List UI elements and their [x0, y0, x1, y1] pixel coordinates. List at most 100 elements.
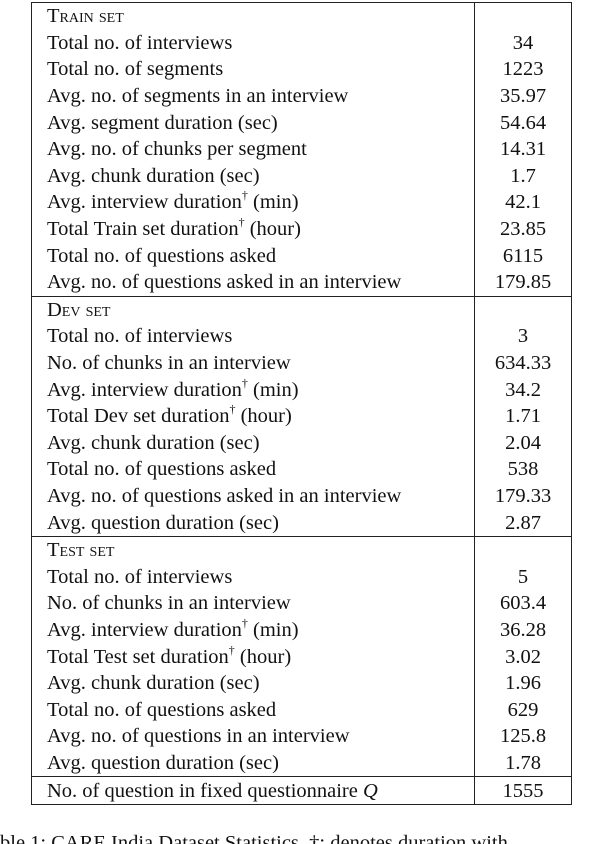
row-value: 3.02	[505, 645, 541, 668]
value-cell: 1223	[474, 56, 572, 83]
value-cell: 1.96	[474, 669, 572, 697]
section-header-row: Test set	[31, 535, 572, 564]
row-value: 5	[517, 565, 529, 588]
label-cell: Avg. interview duration† (min)	[31, 375, 475, 403]
data-row: No. of chunks in an interview 603.4	[31, 590, 572, 617]
empty-cell	[474, 295, 572, 324]
label-cell: Avg. no. of questions in an interview	[31, 723, 475, 750]
value-cell: 125.8	[474, 723, 572, 750]
empty-cell	[474, 1, 572, 30]
data-row: Total no. of segments 1223	[31, 56, 572, 83]
section-title-cell: Train set	[31, 1, 475, 30]
data-row: Total no. of interviews 34	[31, 29, 572, 57]
empty-cell	[474, 535, 572, 564]
row-label: Total Train set duration	[47, 218, 239, 241]
value-cell: 54.64	[474, 109, 572, 136]
row-value: 42.1	[505, 191, 541, 214]
data-row: Total no. of interviews 5	[31, 563, 572, 591]
data-row: Avg. no. of questions asked in an interv…	[31, 482, 572, 510]
data-row: Total Dev set duration† (hour) 1.71	[31, 402, 572, 430]
row-value: 34.2	[505, 378, 541, 401]
label-cell: Avg. chunk duration (sec)	[31, 429, 475, 457]
row-value: 125.8	[499, 725, 547, 748]
row-label: Avg. question duration (sec)	[47, 751, 279, 774]
section-title: Dev set	[47, 298, 111, 321]
data-row: Avg. no. of chunks per segment 14.31	[31, 135, 572, 163]
data-row: Avg. no. of questions in an interview 125…	[31, 723, 572, 750]
row-label: Total no. of questions asked	[47, 244, 277, 267]
footer-row: No. of question in fixed questionnaire Q…	[31, 776, 572, 805]
row-value: 1555	[502, 779, 544, 802]
dagger: †	[228, 642, 235, 657]
row-value: 179.33	[494, 484, 552, 507]
label-cell: Total no. of segments	[31, 56, 475, 83]
value-cell: 35.97	[474, 82, 572, 110]
row-value: 1223	[502, 58, 544, 81]
data-row: Total no. of questions asked 629	[31, 696, 572, 724]
value-cell: 538	[474, 456, 572, 483]
row-label: Total no. of interviews	[47, 565, 233, 588]
table-body: Train set Total no. of interviews 34 Total …	[31, 1, 572, 805]
section-title: Train set	[47, 5, 124, 28]
dagger: †	[241, 615, 248, 630]
row-label: Avg. no. of chunks per segment	[47, 138, 307, 161]
row-value: 35.97	[499, 85, 547, 108]
label-cell: Total no. of interviews	[31, 323, 475, 350]
label-cell: Avg. no. of questions asked in an interv…	[31, 482, 475, 510]
section-title: Test set	[47, 539, 115, 562]
label-cell: Avg. interview duration† (min)	[31, 188, 475, 216]
stats-table: Train set Total no. of interviews 34 Total …	[31, 1, 572, 805]
label-cell: Total Test set duration† (hour)	[31, 642, 475, 670]
value-cell: 5	[474, 563, 572, 591]
label-cell: Total no. of interviews	[31, 29, 475, 57]
row-label: Avg. question duration (sec)	[47, 511, 279, 534]
dagger: †	[241, 188, 248, 203]
label-cell: Avg. no. of segments in an interview	[31, 82, 475, 110]
row-value: 1.71	[505, 405, 541, 428]
label-cell: Avg. chunk duration (sec)	[31, 669, 475, 697]
row-value: 1.78	[505, 751, 541, 774]
unit: (hour)	[240, 405, 292, 428]
unit: (min)	[253, 618, 299, 641]
row-value: 54.64	[499, 111, 547, 134]
value-cell: 1.7	[474, 162, 572, 190]
data-row: Avg. chunk duration (sec) 1.96	[31, 669, 572, 697]
label-cell: Total no. of interviews	[31, 563, 475, 591]
data-row: Avg. chunk duration (sec) 2.04	[31, 429, 572, 457]
row-label: Total Test set duration	[47, 645, 229, 668]
data-row: Avg. interview duration† (min) 36.28	[31, 615, 572, 644]
dagger: †	[238, 215, 245, 230]
row-value: 6115	[502, 244, 544, 267]
row-label: Total no. of questions asked	[47, 698, 277, 721]
caption: ble 1: CARE India Dataset Statistics. †:…	[0, 832, 508, 844]
data-row: No. of chunks in an interview 634.33	[31, 349, 572, 377]
row-label: No. of question in fixed questionnaire	[47, 779, 358, 802]
value-cell: 6115	[474, 242, 572, 269]
row-label: Total no. of interviews	[47, 31, 233, 54]
label-cell: Avg. chunk duration (sec)	[31, 162, 475, 190]
row-label: Total no. of segments	[47, 58, 224, 81]
data-row: Total no. of questions asked 538	[31, 456, 572, 483]
value-cell: 34.2	[474, 376, 572, 403]
data-row: Avg. question duration (sec) 2.87	[31, 509, 572, 537]
value-cell: 629	[474, 696, 572, 724]
dagger: †	[241, 375, 248, 390]
row-label: Avg. no. of questions asked in an interv…	[47, 271, 402, 294]
row-label: Avg. no. of questions asked in an interv…	[47, 484, 402, 507]
value-cell: 1.71	[474, 402, 572, 430]
label-cell: No. of question in fixed questionnaire Q	[31, 776, 475, 805]
row-label: Total Dev set duration	[47, 405, 230, 428]
label-cell: No. of chunks in an interview	[31, 590, 475, 617]
label-cell: Avg. question duration (sec)	[31, 749, 475, 778]
row-label: Avg. chunk duration (sec)	[47, 164, 260, 187]
label-cell: Total Dev set duration† (hour)	[31, 402, 475, 430]
row-value: 634.33	[494, 352, 552, 375]
row-value: 629	[507, 698, 539, 721]
row-label: Avg. no. of questions in an interview	[47, 725, 350, 748]
row-value: 538	[507, 458, 539, 481]
label-cell: Total no. of questions asked	[31, 456, 475, 483]
value-cell: 3	[474, 323, 572, 350]
data-row: Avg. question duration (sec) 1.78	[31, 749, 572, 778]
label-cell: Avg. question duration (sec)	[31, 509, 475, 537]
row-label: Avg. interview duration	[47, 191, 242, 214]
